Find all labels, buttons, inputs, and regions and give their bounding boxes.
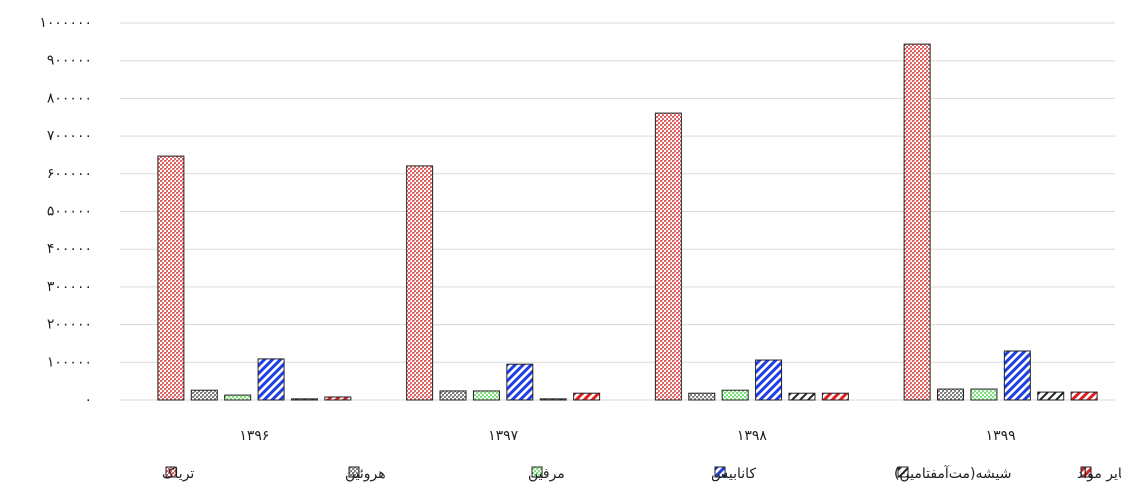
bar xyxy=(472,390,500,401)
bar xyxy=(439,390,467,401)
y-tick-label: ۲۰۰۰۰۰ xyxy=(47,317,92,333)
legend-label: کانابیس xyxy=(711,466,756,482)
legend-swatch xyxy=(531,466,543,478)
x-tick-label: ۱۳۹۹ xyxy=(986,428,1016,444)
bar xyxy=(1003,350,1031,401)
y-tick-label: ۷۰۰۰۰۰ xyxy=(47,128,92,144)
y-tick-label: ۵۰۰۰۰۰ xyxy=(47,204,92,220)
y-tick-label: ۸۰۰۰۰۰ xyxy=(47,90,92,106)
legend-swatch xyxy=(897,466,909,478)
bar xyxy=(157,155,185,401)
legend-swatch xyxy=(714,466,726,478)
bar xyxy=(688,392,716,401)
bar xyxy=(937,388,965,401)
legend-swatch xyxy=(1080,466,1092,478)
bar xyxy=(755,359,783,401)
legend-swatch xyxy=(348,466,360,478)
bar xyxy=(257,358,285,401)
y-tick-label: ۰ xyxy=(84,392,92,408)
bar xyxy=(406,165,434,401)
x-tick-label: ۱۳۹۷ xyxy=(488,428,519,444)
bar xyxy=(324,396,352,401)
bar xyxy=(970,388,998,401)
legend-label: هروئین xyxy=(345,466,386,482)
legend-label: مرفین xyxy=(528,466,565,482)
y-tick-label: ۱۰۰۰۰۰ xyxy=(47,354,92,370)
y-tick-label: ۹۰۰۰۰۰ xyxy=(47,53,92,69)
bar xyxy=(539,398,567,401)
x-tick-label: ۱۳۹۸ xyxy=(737,428,768,444)
y-tick-label: ۴۰۰۰۰۰ xyxy=(47,241,92,257)
legend-swatch xyxy=(165,466,177,478)
bar xyxy=(1070,391,1098,401)
bar xyxy=(224,394,252,401)
legend-label: تریاک xyxy=(162,466,194,482)
x-tick-label: ۱۳۹۶ xyxy=(239,428,269,444)
bar xyxy=(573,392,601,401)
bar xyxy=(290,398,318,401)
legend-label: شیشه(مت‌آمفتامین) xyxy=(894,465,1011,482)
bar xyxy=(821,392,849,401)
legend-label: سایر مواد xyxy=(1077,466,1121,482)
bar xyxy=(190,389,218,401)
bar xyxy=(1037,391,1065,401)
bar xyxy=(903,43,931,401)
bar xyxy=(788,392,816,401)
y-tick-label: ۳۰۰۰۰۰ xyxy=(47,279,92,295)
bar xyxy=(506,363,534,401)
bar xyxy=(721,389,749,401)
y-tick-label: ۶۰۰۰۰۰ xyxy=(47,166,92,182)
y-tick-label: ۱۰۰۰۰۰۰ xyxy=(39,15,92,31)
bar xyxy=(654,112,682,401)
